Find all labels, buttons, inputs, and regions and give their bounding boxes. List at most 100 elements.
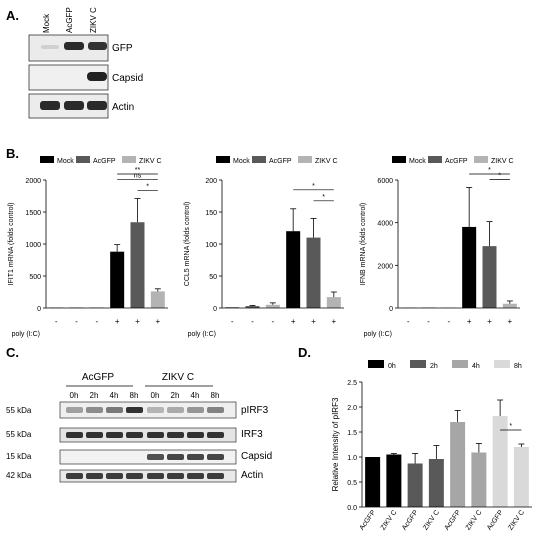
group-label-zikvc: ZIKV C — [162, 372, 194, 383]
legend-label: AcGFP — [445, 158, 468, 165]
x-category-label: ZIKV C — [380, 509, 399, 531]
blot-capsid — [59, 449, 237, 465]
x-category-label: ZIKV C — [507, 509, 526, 531]
chart-ifnb: Mock AcGFP ZIKV C 0 2000 4000 6000 IFNB mRNA (f… — [360, 156, 520, 338]
legend-label: Mock — [409, 158, 426, 165]
band — [207, 432, 224, 438]
legend-swatch — [452, 360, 468, 368]
y-tick-label: 0 — [389, 306, 393, 313]
band — [147, 473, 164, 479]
legend-swatch — [392, 156, 406, 163]
legend-swatch — [428, 156, 442, 163]
x-category-label: - — [427, 317, 430, 326]
y-tick-label: 1500 — [25, 210, 41, 217]
bar — [450, 422, 466, 507]
band — [86, 473, 103, 479]
x-category-label: - — [75, 317, 78, 326]
panel-b-letter: B. — [6, 146, 19, 161]
bar — [130, 222, 145, 308]
kda-label-irf3: 55 kDa — [6, 430, 32, 439]
time-label: 0h — [151, 391, 160, 400]
band — [187, 454, 204, 460]
panel-c-blots — [59, 401, 237, 483]
blot-label-pirf3: pIRF3 — [241, 405, 269, 416]
x-category-label: + — [115, 317, 120, 326]
band — [207, 407, 224, 413]
band — [207, 473, 224, 479]
panel-a-letter: A. — [6, 8, 19, 23]
bar — [326, 297, 341, 308]
x-category-label: + — [311, 317, 316, 326]
x-axis-label: poly (I:C) — [188, 331, 216, 338]
legend-label: AcGFP — [269, 158, 292, 165]
legend-swatch — [122, 156, 136, 163]
bar — [306, 237, 321, 308]
band — [86, 407, 103, 413]
bar — [245, 306, 260, 308]
band — [147, 432, 164, 438]
time-label: 2h — [90, 391, 99, 400]
y-tick-label: 4000 — [377, 221, 393, 228]
kda-label-pirf3: 55 kDa — [6, 406, 32, 415]
bar — [365, 457, 381, 507]
legend-label: Mock — [57, 158, 74, 165]
x-category-label: - — [271, 317, 274, 326]
blot-pirf3 — [59, 401, 237, 419]
band — [106, 473, 123, 479]
band — [147, 407, 164, 413]
band — [167, 407, 184, 413]
legend-swatch — [252, 156, 266, 163]
y-tick-label: 2.0 — [347, 405, 357, 412]
time-label: 2h — [171, 391, 180, 400]
y-tick-label: 0 — [37, 306, 41, 313]
bar — [265, 304, 280, 308]
y-tick-label: 150 — [205, 210, 217, 217]
band — [147, 454, 164, 460]
panel-c-kda-labels: 55 kDa 55 kDa 15 kDa 42 kDa — [6, 406, 32, 480]
y-tick-label: 0 — [213, 306, 217, 313]
bar — [428, 459, 444, 507]
x-category-label: + — [291, 317, 296, 326]
blot-label-actin-c: Actin — [241, 470, 263, 481]
band — [126, 407, 143, 413]
y-tick-label: 2000 — [25, 178, 41, 185]
x-category-label: - — [55, 317, 58, 326]
x-category-label: - — [251, 317, 254, 326]
time-label: 4h — [110, 391, 119, 400]
bar — [482, 246, 497, 308]
y-tick-label: 2000 — [377, 263, 393, 270]
chart-ifit1: Mock AcGFP ZIKV C 0 500 1000 1500 2000 IFIT1 mRN… — [8, 156, 168, 338]
x-category-label: ZIKV C — [422, 509, 441, 531]
bar — [286, 231, 301, 308]
kda-label-capsid: 15 kDa — [6, 452, 32, 461]
blot-irf3 — [59, 427, 237, 443]
x-category-label: - — [231, 317, 234, 326]
legend-label: ZIKV C — [315, 158, 338, 165]
time-label: 8h — [211, 391, 220, 400]
band — [167, 454, 184, 460]
bar — [110, 251, 125, 308]
bar — [462, 226, 477, 308]
lane-label-zikvc: ZIKV C — [89, 7, 98, 33]
legend-swatch — [494, 360, 510, 368]
band — [167, 473, 184, 479]
x-category-label: - — [95, 317, 98, 326]
significance-label: * — [322, 194, 325, 201]
legend-label: ZIKV C — [491, 158, 514, 165]
panel-c-blot-labels: pIRF3 IRF3 Capsid Actin — [241, 405, 272, 481]
bar — [471, 452, 487, 507]
lane-label-acgfp: AcGFP — [65, 7, 74, 33]
y-axis-label: Relative Intensity of pIRF3 — [331, 397, 340, 491]
band — [66, 432, 83, 438]
y-tick-label: 50 — [209, 274, 217, 281]
band — [187, 432, 204, 438]
y-axis-label: CCL5 mRNA (folds control) — [184, 202, 191, 286]
significance-label: * — [488, 167, 491, 174]
significance-label: ns — [134, 173, 142, 180]
time-label: 4h — [191, 391, 200, 400]
blot-label-actin: Actin — [112, 102, 134, 113]
legend-label: Mock — [233, 158, 250, 165]
panel-c-group-labels: AcGFP ZIKV C — [66, 372, 213, 387]
bar — [407, 463, 423, 507]
x-category-label: ZIKV C — [465, 509, 484, 531]
